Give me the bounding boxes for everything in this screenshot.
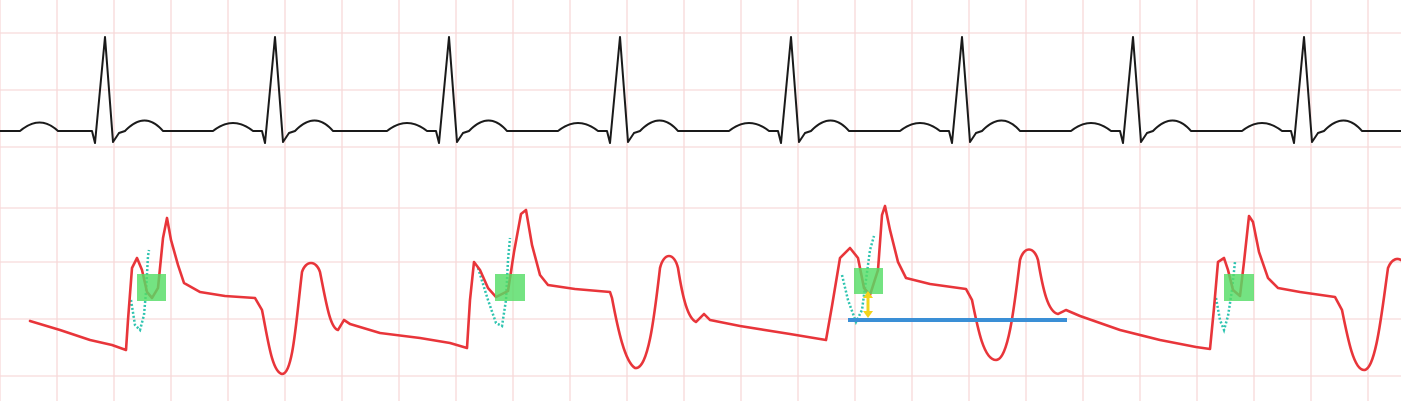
highlight-box: [137, 274, 166, 301]
pressure-trace-strip: [28, 204, 1401, 376]
ecg-trace: [0, 36, 1401, 144]
double-headed-vertical-arrow-icon: [863, 291, 873, 318]
dotted-overlay-trace: [476, 237, 512, 328]
highlight-box: [1224, 274, 1254, 301]
highlight-box: [854, 268, 883, 294]
dotted-overlay-trace: [1214, 261, 1237, 334]
highlight-box-group: [137, 268, 1254, 301]
highlight-box: [495, 274, 525, 301]
dotted-overlay-trace: [129, 249, 151, 333]
dotted-overlay-group: [129, 235, 1237, 334]
ecg-trace-strip: [0, 36, 1401, 144]
dotted-overlay-trace: [840, 235, 876, 326]
pressure-trace: [28, 204, 1401, 376]
